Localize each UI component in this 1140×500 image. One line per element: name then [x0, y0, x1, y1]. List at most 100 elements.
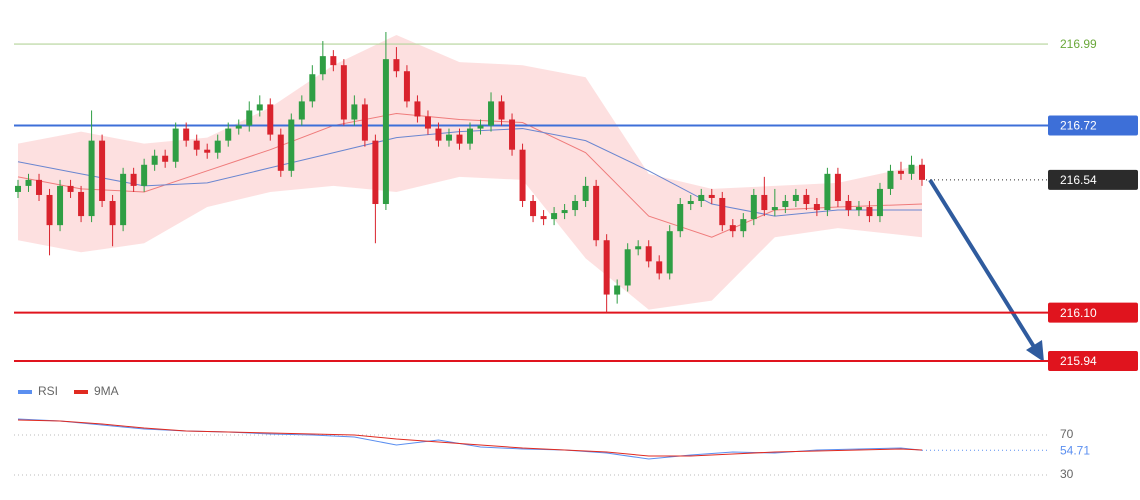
candle-body: [46, 194, 53, 226]
candle-body: [540, 216, 547, 220]
candle-body: [614, 285, 621, 295]
candle-body: [530, 200, 537, 217]
candle-body: [761, 194, 768, 211]
candle-body: [256, 104, 263, 111]
candle-body: [645, 246, 652, 262]
candle-body: [561, 210, 568, 214]
candle-body: [477, 125, 484, 129]
candle-body: [120, 173, 127, 226]
level-label: 216.99: [1060, 37, 1097, 51]
candle-body: [298, 101, 305, 120]
candle-body: [141, 164, 148, 186]
candle-body: [845, 200, 852, 211]
candle-body: [109, 200, 116, 226]
rsi-current-label: 54.71: [1060, 443, 1090, 457]
candle-body: [445, 134, 452, 141]
candle-body: [698, 194, 705, 201]
candle-body: [729, 225, 736, 232]
legend-label: RSI: [38, 384, 58, 398]
level-label-box: [1048, 115, 1138, 136]
candle-body: [351, 104, 358, 120]
y-tick-label: 30: [1060, 467, 1074, 481]
candle-body: [908, 164, 915, 174]
arrow-head: [1026, 340, 1044, 362]
candle-body: [193, 140, 200, 150]
candle-body: [813, 204, 820, 211]
legend-swatch: [74, 390, 88, 394]
candle-body: [57, 185, 64, 226]
candle-body: [15, 185, 21, 192]
rsi-line: [17, 419, 923, 457]
candle-body: [267, 104, 274, 135]
current-price-box: [1048, 169, 1138, 190]
candle-body: [771, 207, 778, 211]
candle-body: [919, 164, 925, 180]
candle-body: [572, 200, 579, 211]
candle-body: [740, 219, 747, 232]
candle-body: [792, 194, 799, 201]
candle-body: [361, 104, 368, 141]
candle-body: [519, 149, 526, 201]
candle-body: [876, 188, 883, 217]
candle-body: [435, 128, 442, 141]
candle-body: [330, 56, 337, 66]
candle-body: [677, 204, 684, 232]
forecast-arrow: [928, 178, 1038, 352]
candle-body: [246, 110, 253, 126]
candle-body: [834, 173, 841, 201]
candle-body: [635, 246, 642, 250]
level-label: 216.10: [1060, 306, 1097, 320]
bollinger-band: [18, 35, 922, 310]
candle-body: [130, 173, 137, 186]
candle-body: [414, 101, 421, 117]
candle-body: [78, 191, 85, 217]
candle-body: [897, 170, 904, 174]
candle-body: [277, 134, 284, 171]
candle-body: [372, 140, 379, 205]
candle-body: [750, 194, 757, 220]
candle-body: [509, 119, 516, 150]
candle-body: [309, 74, 316, 102]
level-label: 215.94: [1060, 354, 1097, 368]
candle-body: [151, 155, 158, 165]
candle-body: [183, 128, 190, 141]
candle-body: [603, 240, 610, 295]
level-label-box: [1048, 350, 1138, 371]
candle-body: [88, 140, 95, 217]
candle-body: [393, 59, 400, 72]
candle-body: [551, 213, 558, 220]
candle-body: [225, 128, 232, 141]
current-price-label: 216.54: [1060, 173, 1097, 187]
candle-body: [319, 56, 326, 75]
candle-body: [382, 59, 389, 205]
candle-body: [656, 261, 663, 274]
candle-body: [666, 231, 673, 274]
candle-body: [593, 185, 600, 241]
candle-body: [866, 207, 873, 217]
candle-body: [99, 140, 106, 201]
legend-swatch: [18, 390, 32, 394]
candle-body: [708, 194, 715, 198]
candle-body: [340, 65, 347, 120]
level-label: 216.72: [1060, 119, 1097, 133]
candle-body: [162, 155, 169, 162]
candle-body: [803, 194, 810, 205]
candle-body: [288, 119, 295, 171]
candle-body: [719, 197, 726, 226]
candle-body: [456, 134, 463, 144]
candle-body: [172, 128, 179, 162]
candle-body: [204, 149, 211, 153]
candle-body: [498, 101, 505, 120]
candle-body: [855, 207, 862, 211]
candle-body: [403, 71, 410, 102]
candle-body: [36, 179, 43, 195]
rsi-line: [17, 418, 923, 460]
candle-body: [624, 249, 631, 286]
candle-body: [467, 128, 473, 144]
candle-body: [235, 125, 242, 129]
candle-body: [824, 173, 831, 211]
candle-body: [687, 200, 694, 205]
candle-body: [582, 185, 589, 201]
candle-body: [782, 200, 789, 208]
